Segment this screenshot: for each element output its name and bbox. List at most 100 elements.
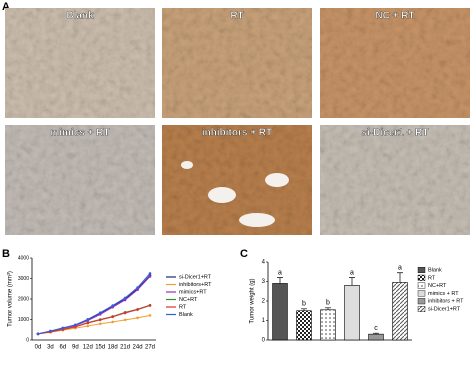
point bbox=[49, 329, 52, 333]
micrograph-texture bbox=[320, 125, 470, 235]
legend-label: Blank bbox=[428, 267, 442, 273]
y-tick-label: 4000 bbox=[18, 255, 29, 261]
x-tick-label: 0d bbox=[35, 345, 42, 351]
legend-swatch bbox=[417, 274, 426, 281]
error-bar bbox=[325, 307, 331, 310]
y-axis-label: Tumor weight (g) bbox=[250, 278, 256, 323]
point bbox=[136, 308, 139, 311]
legend-swatch bbox=[417, 290, 426, 297]
significance-letter: b bbox=[302, 301, 306, 308]
point bbox=[148, 275, 152, 278]
image-label: mimics + RT bbox=[50, 128, 109, 139]
point bbox=[136, 288, 139, 292]
tissue-gap bbox=[181, 161, 193, 169]
bar bbox=[392, 282, 408, 341]
image-label: NC + RT bbox=[375, 11, 414, 22]
point bbox=[123, 296, 127, 300]
y-tick-label: 2000 bbox=[18, 296, 29, 302]
micrograph-texture bbox=[5, 125, 155, 235]
significance-letter: c bbox=[374, 325, 378, 332]
bar bbox=[272, 283, 288, 341]
line bbox=[37, 305, 151, 335]
significance-letter: a bbox=[398, 265, 402, 272]
point bbox=[123, 318, 127, 322]
y-axis-label: Tumor volume (mm³) bbox=[8, 271, 14, 327]
point bbox=[148, 314, 152, 317]
micrograph-texture bbox=[162, 8, 312, 118]
point bbox=[111, 320, 114, 324]
panel-label: A bbox=[2, 1, 10, 13]
point bbox=[136, 316, 139, 320]
micrograph-texture bbox=[162, 125, 312, 235]
legend-label: mimics + RT bbox=[428, 291, 459, 297]
point bbox=[136, 286, 139, 289]
x-tick-label: 18d bbox=[108, 345, 118, 351]
point bbox=[61, 326, 65, 330]
x-tick-label: 21d bbox=[120, 345, 130, 351]
y-tick-label: 0 bbox=[26, 337, 29, 343]
line bbox=[37, 273, 151, 335]
legend-label: si-Dicer1+RT bbox=[179, 274, 212, 280]
micrograph-texture bbox=[5, 8, 155, 118]
significance-letter: a bbox=[350, 269, 354, 276]
point bbox=[148, 272, 152, 275]
point bbox=[111, 315, 114, 319]
image-label: si-Dicer1 + RT bbox=[362, 128, 429, 139]
y-tick-label: 1000 bbox=[18, 317, 29, 323]
y-tick-label: 3 bbox=[262, 279, 266, 285]
legend-swatch bbox=[417, 282, 426, 289]
error-bar bbox=[373, 332, 379, 335]
point bbox=[123, 311, 127, 315]
bar bbox=[368, 333, 384, 341]
significance-letter: b bbox=[326, 300, 330, 307]
legend-swatch bbox=[417, 298, 426, 305]
bar bbox=[344, 285, 360, 341]
x-tick-label: 6d bbox=[60, 345, 67, 351]
image-label: Blank bbox=[66, 11, 94, 22]
image-label: RT bbox=[230, 11, 243, 22]
tissue-gap bbox=[208, 187, 236, 203]
panel-label: C bbox=[240, 248, 248, 260]
y-tick-label: 2 bbox=[262, 299, 266, 305]
x-tick-label: 3d bbox=[47, 345, 54, 351]
error-bar bbox=[349, 277, 355, 286]
error-bar bbox=[397, 272, 403, 283]
image-label: inhibitors + RT bbox=[202, 128, 272, 139]
point bbox=[86, 324, 90, 328]
panel-label: B bbox=[2, 248, 10, 260]
point bbox=[98, 311, 102, 315]
error-bar bbox=[277, 277, 283, 284]
point bbox=[123, 298, 127, 302]
y-tick-label: 1 bbox=[262, 318, 266, 324]
y-tick-label: 3000 bbox=[18, 276, 29, 282]
legend-label: NC+RT bbox=[179, 297, 198, 303]
legend-swatch bbox=[417, 267, 426, 274]
x-tick-label: 12d bbox=[83, 345, 93, 351]
legend-label: Blank bbox=[179, 312, 193, 318]
point bbox=[36, 332, 40, 336]
legend-label: RT bbox=[179, 304, 187, 310]
bar bbox=[296, 310, 312, 341]
significance-letter: a bbox=[278, 269, 282, 276]
legend-label: mimics+RT bbox=[179, 289, 207, 295]
point bbox=[74, 325, 77, 329]
tissue-gap bbox=[265, 173, 289, 187]
point bbox=[111, 304, 114, 307]
point bbox=[86, 321, 90, 325]
point bbox=[148, 304, 152, 307]
point bbox=[74, 323, 77, 327]
x-tick-label: 24d bbox=[133, 345, 143, 351]
y-tick-label: 4 bbox=[262, 260, 266, 266]
legend-label: NC+RT bbox=[428, 283, 447, 289]
legend-label: inhibitors+RT bbox=[179, 282, 212, 288]
legend-swatch bbox=[417, 306, 426, 313]
y-tick-label: 0 bbox=[262, 338, 266, 344]
bar bbox=[320, 309, 336, 341]
tissue-gap bbox=[239, 213, 275, 227]
x-tick-label: 9d bbox=[72, 345, 79, 351]
legend-label: inhibitors + RT bbox=[428, 299, 464, 305]
micrograph-texture bbox=[320, 8, 470, 118]
point bbox=[98, 318, 102, 322]
legend-label: RT bbox=[428, 275, 436, 281]
